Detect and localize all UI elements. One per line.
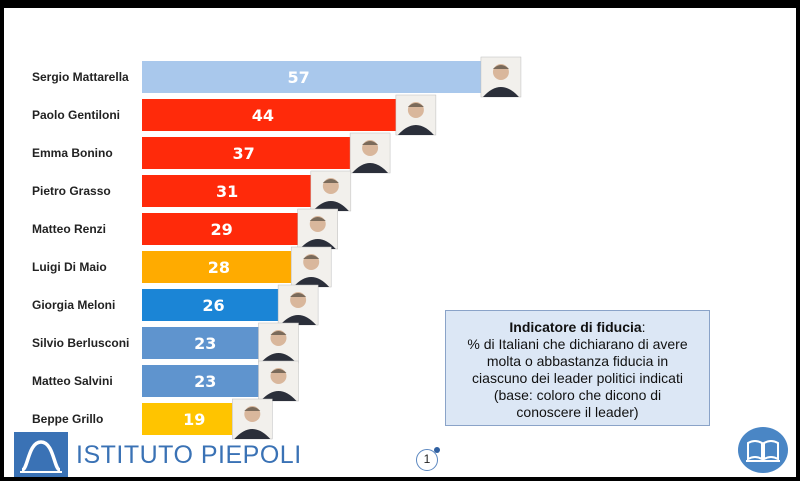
- portrait-photo-icon: [480, 56, 522, 98]
- value-label: 37: [233, 144, 255, 163]
- portrait-photo-icon: [310, 170, 352, 212]
- category-label: Giorgia Meloni: [32, 298, 115, 312]
- piepoli-logo: ISTITUTO PIEPOLI: [14, 432, 301, 477]
- value-label: 23: [194, 372, 216, 391]
- bar: [142, 99, 430, 131]
- info-box-line: conoscere il leader): [516, 404, 639, 420]
- value-label: 23: [194, 334, 216, 353]
- portrait-photo-icon: [232, 398, 273, 440]
- value-label: 19: [183, 410, 205, 429]
- value-label: 28: [208, 258, 230, 277]
- piepoli-logo-icon: [14, 432, 68, 477]
- category-label: Sergio Mattarella: [32, 70, 129, 84]
- portrait-photo-icon: [395, 94, 437, 136]
- value-label: 44: [252, 106, 274, 125]
- category-label: Matteo Renzi: [32, 222, 106, 236]
- info-box-line: % di Italiani che dichiarano di avere: [467, 336, 688, 352]
- value-label: 57: [288, 68, 310, 87]
- value-label: 26: [202, 296, 224, 315]
- category-label: Silvio Berlusconi: [32, 336, 129, 350]
- category-label: Paolo Gentiloni: [32, 108, 120, 122]
- category-label: Luigi Di Maio: [32, 260, 107, 274]
- info-box-line: molta o abbastanza fiducia in: [486, 353, 669, 369]
- bar: [142, 137, 385, 169]
- bar: [142, 61, 515, 93]
- portrait-photo-icon: [297, 208, 338, 250]
- page-number-badge: 1: [416, 447, 440, 471]
- info-box: Indicatore di fiducia: % di Italiani che…: [445, 310, 710, 426]
- slide: Sergio Mattarella 57 Paolo Gentiloni 44 Emma…: [4, 8, 796, 477]
- info-box-title-suffix: :: [641, 319, 646, 335]
- portrait-photo-icon: [349, 132, 391, 174]
- portrait-photo-icon: [277, 284, 319, 326]
- category-label: Matteo Salvini: [32, 374, 113, 388]
- value-label: 29: [211, 220, 233, 239]
- bar-chart: Sergio Mattarella 57 Paolo Gentiloni 44 Emma…: [32, 56, 522, 440]
- logo-text: ISTITUTO PIEPOLI: [76, 441, 302, 469]
- book-icon: [746, 440, 780, 462]
- category-label: Emma Bonino: [32, 146, 113, 160]
- portrait-photo-icon: [258, 322, 299, 364]
- value-label: 31: [216, 182, 238, 201]
- category-label: Beppe Grillo: [32, 412, 103, 426]
- portrait-photo-icon: [290, 246, 332, 288]
- category-label: Pietro Grasso: [32, 184, 111, 198]
- book-button[interactable]: [738, 427, 788, 473]
- info-box-line: ciascuno dei leader politici indicati: [472, 370, 683, 386]
- info-box-line: (base: coloro che dicono di: [493, 387, 662, 403]
- portrait-photo-icon: [258, 360, 299, 402]
- info-box-title: Indicatore di fiducia: [509, 319, 642, 335]
